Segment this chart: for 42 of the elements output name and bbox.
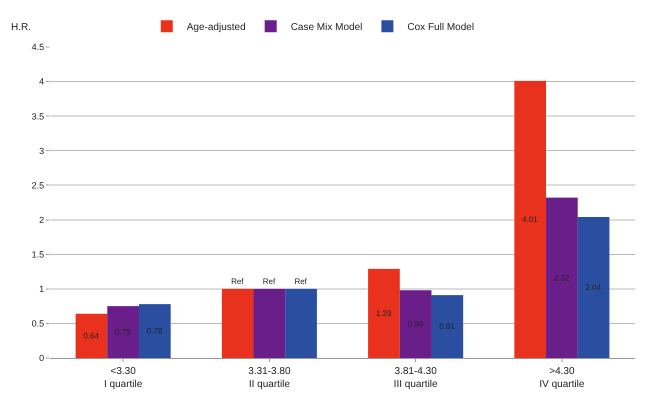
bar xyxy=(107,306,139,358)
data-label: 0.75 xyxy=(115,328,132,337)
bar xyxy=(578,217,610,358)
legend-label: Age-adjusted xyxy=(186,22,246,34)
y-tick-label: 3.5 xyxy=(32,111,44,122)
y-tick-label: 3 xyxy=(39,146,44,156)
data-label: 2.04 xyxy=(586,283,602,292)
x-tick-label: 3.81-4.30 III quartile xyxy=(394,366,438,390)
data-label: 1.29 xyxy=(376,308,392,318)
y-tick-label: 2.5 xyxy=(32,180,44,190)
bar xyxy=(514,80,546,358)
data-label: 0.91 xyxy=(439,322,456,332)
x-tick-label: 3.31-3.80 II quartile xyxy=(248,366,291,390)
bar xyxy=(368,268,400,358)
y-tick-label: 2 xyxy=(39,214,44,225)
y-tick-label: 4.5 xyxy=(32,42,44,52)
bar xyxy=(76,314,108,358)
y-tick-label: 0 xyxy=(39,353,44,364)
bar xyxy=(138,304,171,358)
data-label: 0.78 xyxy=(146,326,163,336)
data-label: Ref xyxy=(294,276,308,286)
bar xyxy=(431,295,464,358)
y-tick-label: 4 xyxy=(39,76,44,87)
data-label: 4.01 xyxy=(522,214,538,224)
legend-label: Cox Full Model xyxy=(407,22,474,34)
data-label: 0.64 xyxy=(83,331,100,340)
y-tick-label: 0.5 xyxy=(32,318,44,329)
bar xyxy=(285,288,317,358)
data-label: Ref xyxy=(231,276,244,286)
bar xyxy=(400,290,432,358)
y-axis-title: H.R. xyxy=(11,22,31,33)
data-label: 0.98 xyxy=(408,320,424,329)
data-label: Ref xyxy=(262,276,276,286)
legend-label: Case Mix Model xyxy=(290,22,362,34)
data-label: 2.32 xyxy=(554,273,570,282)
x-tick-label: <3.30 I quartile xyxy=(104,366,143,390)
bar xyxy=(546,198,578,358)
y-tick-label: 1.5 xyxy=(32,249,44,260)
bar xyxy=(222,288,254,358)
y-tick-label: 1 xyxy=(39,284,44,294)
bar xyxy=(254,288,286,358)
x-tick-label: >4.30 IV quartile xyxy=(539,366,585,390)
